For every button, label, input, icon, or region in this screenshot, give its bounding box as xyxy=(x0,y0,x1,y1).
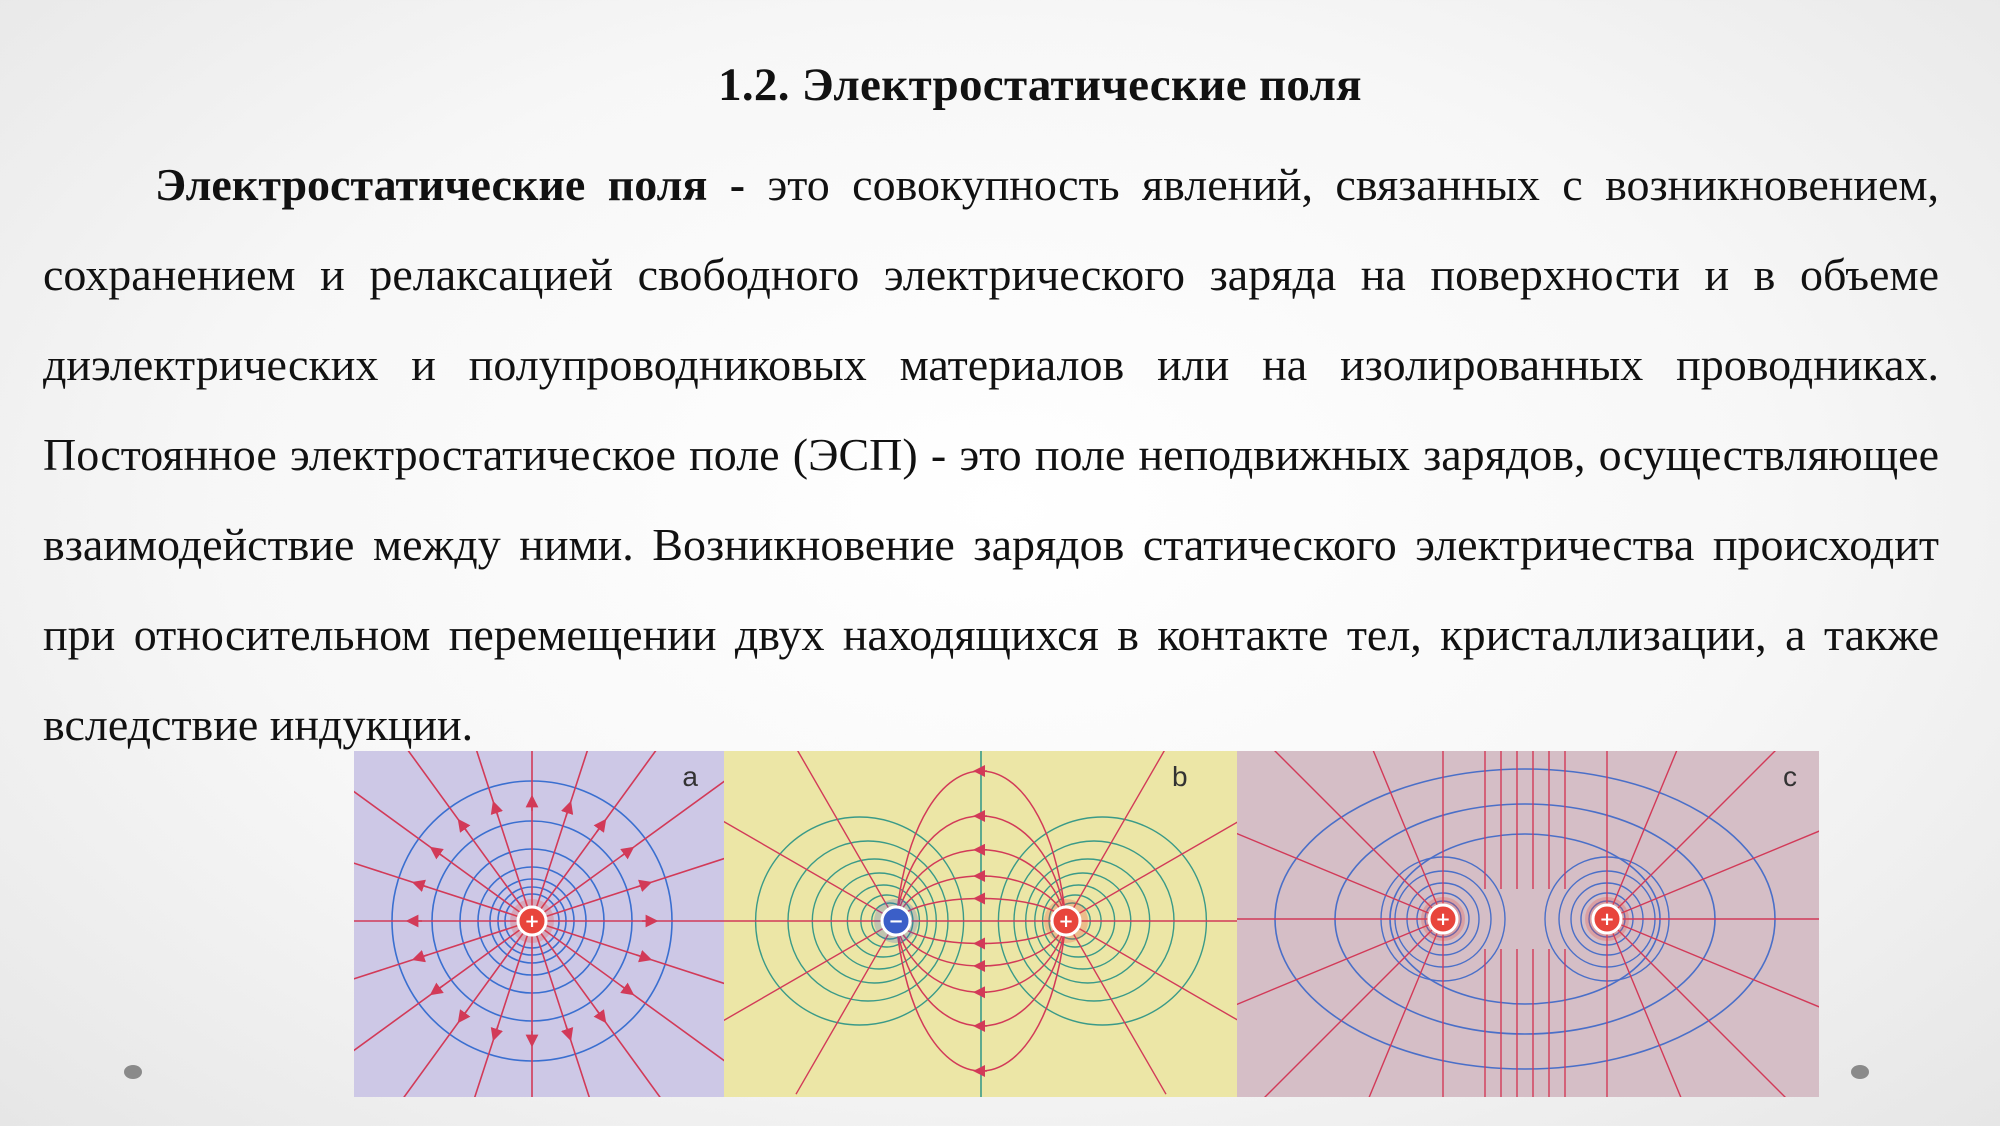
field-line xyxy=(1264,918,1444,1097)
field-line xyxy=(1274,751,1444,920)
field-line xyxy=(1368,918,1444,1097)
positive-charge: + xyxy=(1585,897,1629,941)
field-line xyxy=(1237,832,1444,920)
field-line xyxy=(1606,918,1682,1097)
arrow-icon xyxy=(411,950,428,963)
positive-charge: + xyxy=(1421,897,1465,941)
figure-panel-a: + a xyxy=(354,751,724,1097)
nav-dot-right-icon[interactable] xyxy=(1851,1065,1869,1079)
field-line xyxy=(1606,918,1786,1097)
field-line xyxy=(1372,751,1444,920)
field-line xyxy=(531,751,589,922)
field-line xyxy=(1606,751,1776,920)
arrow-icon xyxy=(620,846,635,860)
field-line xyxy=(531,857,724,922)
field-line xyxy=(724,820,897,922)
arrow-icon xyxy=(593,818,607,833)
arrow-icon xyxy=(561,1025,574,1042)
arrow-icon xyxy=(561,800,574,817)
field-line xyxy=(531,920,724,985)
arrow-icon xyxy=(636,950,653,963)
field-line xyxy=(1606,830,1819,920)
arrow-icon xyxy=(620,982,635,996)
field-figures: + a − + b + + c xyxy=(354,751,1819,1097)
panel-label-b: b xyxy=(1172,761,1188,792)
svg-text:+: + xyxy=(1435,909,1450,930)
svg-text:+: + xyxy=(1599,909,1614,930)
field-line xyxy=(531,751,657,922)
lead-term: Электростатические поля - xyxy=(155,159,746,210)
arrow-icon xyxy=(411,879,428,892)
arrow-icon xyxy=(593,1009,607,1024)
slide-title: 1.2. Электростатические поля xyxy=(718,59,1362,111)
arrow-icon xyxy=(429,982,444,996)
arrow-icon xyxy=(490,1025,503,1042)
positive-charge: + xyxy=(510,899,554,943)
figure-panel-b: − + b xyxy=(724,751,1237,1097)
field-line xyxy=(1237,918,1444,1006)
field-line xyxy=(1065,821,1237,922)
field-line xyxy=(1065,920,1237,1021)
field-line xyxy=(1065,920,1167,1095)
arrow-icon xyxy=(636,879,653,892)
field-line xyxy=(407,751,533,922)
nav-dot-left-icon[interactable] xyxy=(124,1065,142,1079)
svg-text:−: − xyxy=(888,911,903,932)
arrow-icon xyxy=(490,800,503,817)
arrow-icon xyxy=(429,846,444,860)
panel-label-a: a xyxy=(682,761,698,792)
field-line xyxy=(795,920,897,1095)
panel-label-c: c xyxy=(1783,761,1797,792)
arrow-icon xyxy=(457,1009,471,1024)
positive-charge: + xyxy=(1044,899,1088,943)
svg-text:+: + xyxy=(1058,911,1073,932)
dipole-field-diagram: − + xyxy=(724,751,1237,1097)
field-line xyxy=(475,751,533,922)
negative-charge: − xyxy=(874,899,918,943)
definition-paragraph: это совокупность явлений, связанных с во… xyxy=(43,159,1940,750)
field-line xyxy=(724,920,897,1022)
field-line xyxy=(1606,751,1678,920)
svg-text:+: + xyxy=(524,911,539,932)
field-line xyxy=(1065,751,1165,922)
figure-panel-c: + + c xyxy=(1237,751,1819,1097)
single-charge-field-diagram: + xyxy=(354,751,724,1097)
arrow-icon xyxy=(457,818,471,833)
field-line xyxy=(797,751,897,922)
like-charges-field-diagram: + + xyxy=(1237,751,1819,1097)
body-text: Электростатические поля - это совокупнос… xyxy=(43,140,1939,770)
field-line xyxy=(1606,918,1819,1008)
